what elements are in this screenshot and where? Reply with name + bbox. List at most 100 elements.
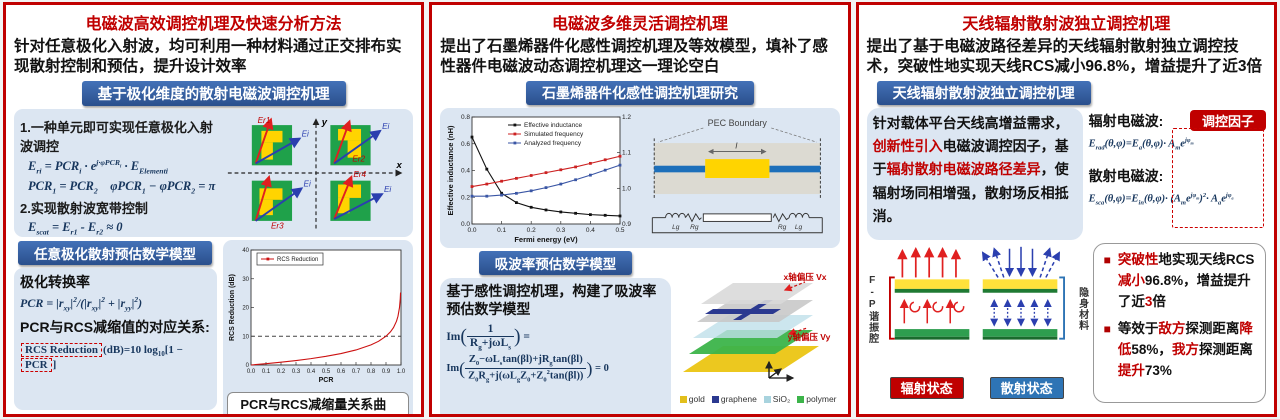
panel1-summary: 针对任意极化入射波，均可利用一种材料通过正交排布实现散射控制和预估，提升设计效率 [14, 38, 402, 76]
svg-text:40: 40 [243, 248, 250, 254]
panel1-banner-polarization: 基于极化维度的散射电磁波调控机理 [81, 81, 346, 107]
svg-text:0.8: 0.8 [367, 369, 376, 375]
graphene-label: graphene [720, 394, 757, 405]
b2-seg8: 73% [1144, 362, 1172, 378]
cell-tr: Ei Er2 [330, 119, 390, 166]
svg-text:0.0: 0.0 [247, 369, 256, 375]
svg-text:RCS Reduction: RCS Reduction [277, 257, 318, 263]
panel1-mechanism-box: 1.一种单元即可实现任意极化入射波调控 Eri = PCRi · ej·φPCR… [14, 109, 414, 238]
b2-seg3-highlight: 降低 [1117, 321, 1253, 357]
panel1-point1: 1.一种单元即可实现任意极化入射波调控 [20, 120, 213, 155]
svg-text:0.0: 0.0 [468, 227, 477, 234]
intro-seg1-highlight: 创新性引入 [872, 138, 943, 155]
result-bullet-2: ■ 等效于敌方探测距离降低58%，我方探测距离提升73% [1104, 319, 1259, 382]
polymer-swatch [797, 395, 805, 403]
svg-text:0.4: 0.4 [307, 369, 316, 375]
gold-swatch [679, 395, 687, 403]
scattered-wave-label: 散射电磁波: [1088, 167, 1164, 184]
pcr-chart-figure: 0.0 0.1 0.2 0.3 0.4 0.5 0.6 0.7 0.8 0.9 1.0 0 10 20 30… [223, 240, 414, 414]
svg-text:Effective inductance (nH): Effective inductance (nH) [446, 125, 455, 216]
polymer-label: polymer [806, 394, 837, 405]
er3-label: Er3 [271, 222, 284, 231]
equivalent-circuit [651, 213, 823, 234]
panel1-formula-eri: Eri = PCRi · ej·φPCRi · EElementi [28, 158, 168, 176]
er1-label: Er1 [258, 116, 271, 125]
circuit-label-lg-left: Lg [672, 224, 680, 231]
svg-text:Effective inductance: Effective inductance [524, 122, 582, 129]
state-badges: 辐射状态 散射状态 [867, 377, 1087, 400]
svg-text:0.6: 0.6 [461, 141, 470, 148]
cell-tl: Er1 Ei [252, 116, 309, 166]
gold-label: gold [688, 394, 705, 405]
cavity-arrows-left [899, 299, 965, 324]
b1-seg1: 地实现天线RCS [1158, 252, 1255, 268]
panel2-banner-graphene: 石墨烯器件化感性调控机理研究 [525, 81, 754, 106]
radiating-arrows [896, 247, 961, 278]
intro-seg3-highlight: 辐射散射电磁波路径差异 [886, 161, 1041, 178]
svg-text:30: 30 [243, 277, 250, 283]
ei-label-1: Ei [302, 130, 309, 139]
svg-text:Simulated frequency: Simulated frequency [524, 131, 584, 138]
svg-text:1.0: 1.0 [397, 369, 406, 375]
b1-seg5: 倍 [1152, 294, 1166, 310]
svg-text:0.5: 0.5 [322, 369, 331, 375]
axis-y-label: y [321, 117, 328, 128]
length-label: l [735, 141, 738, 151]
rcs-reduction-formula: RCS Reduction (dB)=10 log10[1 − PCR] [20, 342, 211, 372]
stealth-material-label: 隐身材料 [1076, 287, 1088, 332]
fp-cavity-label: F-P谐振腔 [866, 274, 878, 344]
stack-legend: gold graphene SiO₂ polymer [677, 394, 840, 404]
svg-text:0.1: 0.1 [497, 227, 506, 234]
b2-seg6: 探测距离 [1198, 341, 1253, 357]
circuit-label-lg-right: Lg [795, 224, 803, 231]
b2-seg7-highlight: 提升 [1117, 362, 1145, 378]
svg-text:0.6: 0.6 [337, 369, 346, 375]
pcr-rcs-chart: 0.0 0.1 0.2 0.3 0.4 0.5 0.6 0.7 0.8 0.9 1.0 0 10 20 30… [227, 244, 410, 385]
control-factor-dashed-box [1171, 128, 1264, 229]
bullet-square-icon: ■ [1103, 253, 1111, 268]
fp-cavity-figure [888, 247, 1065, 340]
svg-text:10: 10 [243, 335, 250, 341]
pcr-chart-caption: PCR与RCS减缩量关系曲线 [227, 392, 410, 414]
radiated-wave-label: 辐射电磁波: [1088, 112, 1164, 129]
panel2-summary: 提出了石墨烯器件化感性调控机理及等效模型，填补了感性器件电磁波动态调控机理这一理… [440, 38, 828, 76]
panel2-title: 电磁波多维灵活调控机理 [551, 16, 728, 33]
cavity-arrows-right [989, 299, 1052, 327]
result-bullet-1: ■ 突破性地实现天线RCS 减小96.8%，增益提升了近3倍 [1104, 250, 1259, 313]
circuit-label-rg-right: Rg [778, 224, 787, 231]
panel2-absorption-box: 基于感性调控机理，构建了吸波率预估数学模型 Im(1 Rg+jωLs) = Im(… [440, 278, 671, 414]
pcr-label: 极化转换率 [20, 274, 90, 291]
panel3-summary: 提出了基于电磁波路径差异的天线辐射散射独立调控技术，突破性地实现天线RCS减小9… [866, 38, 1262, 76]
b2-seg5-highlight: 我方 [1171, 341, 1199, 357]
svg-text:0.8: 0.8 [461, 114, 470, 121]
panel1-model-column: 任意极化散射预估数学模型 极化转换率 PCR = |rxy|2/(|rxy|2 … [14, 240, 218, 414]
b2-seg0: 等效于 [1117, 321, 1159, 337]
ei-label-2: Ei [382, 122, 389, 131]
svg-text:0.9: 0.9 [622, 221, 631, 228]
svg-text:0.1: 0.1 [262, 369, 271, 375]
svg-text:0.0: 0.0 [461, 221, 470, 228]
bullet-square-icon: ■ [1103, 322, 1111, 337]
b2-seg2: 探测距离 [1185, 321, 1240, 337]
b2-seg1-highlight: 敌方 [1158, 321, 1186, 337]
pec-boundary-figure: PEC Boundary l [651, 118, 823, 234]
b2-seg4: 58%， [1131, 341, 1172, 357]
ei-label-4: Ei [384, 185, 391, 194]
panel-multidim-control: 电磁波多维灵活调控机理 提出了石墨烯器件化感性调控机理及等效模型，填补了感性器件… [429, 2, 851, 417]
svg-text:0.4: 0.4 [461, 168, 470, 175]
svg-text:20: 20 [243, 306, 250, 312]
sio2-label: SiO₂ [772, 394, 791, 405]
panel2-banner-absorption: 吸波率预估数学模型 [478, 251, 633, 276]
scattered-wave-formula: Esca(θ,φ)=Ein(θ,φ)· (Amejφm)2· Aaejφa [1088, 191, 1234, 207]
panel3-title: 天线辐射散射波独立调控机理 [962, 16, 1171, 33]
er2-label: Er2 [353, 155, 366, 164]
unit-cell-figure: y x Er1 Ei Ei Er2 [228, 116, 403, 231]
intro-seg0: 针对载体平台天线高增益需求， [872, 115, 1069, 132]
radiating-state-badge: 辐射状态 [889, 377, 964, 400]
cell-bl: Ei Er3 [252, 175, 311, 231]
vx-bias-label: x轴偏压 Vx [783, 272, 826, 282]
panel1-formula-escat: Escat = Er1 - Er2 ≈ 0 [28, 220, 123, 237]
svg-text:Fermi energy (eV): Fermi energy (eV) [515, 235, 579, 244]
coordinate-tripod [764, 360, 794, 383]
